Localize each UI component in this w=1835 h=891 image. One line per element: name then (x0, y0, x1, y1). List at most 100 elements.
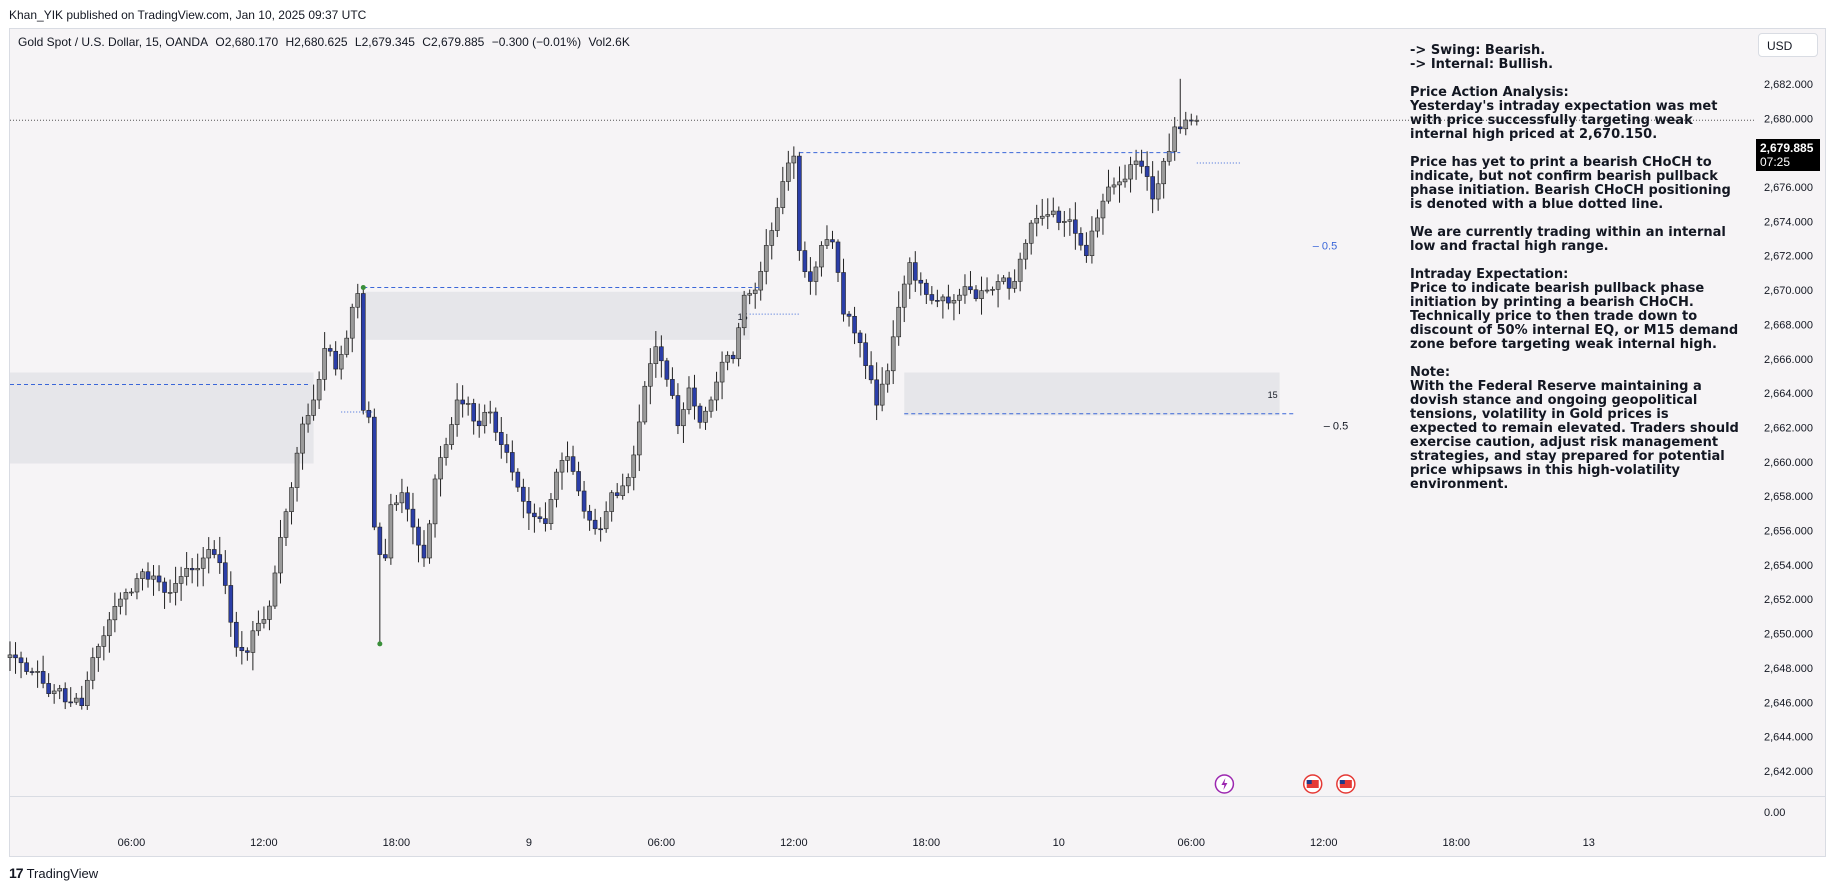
candle (863, 333, 868, 380)
candle (1095, 209, 1100, 238)
x-tick-label: 18:00 (383, 837, 411, 849)
candle (1117, 166, 1122, 203)
candle-body (554, 471, 559, 500)
candle (1006, 271, 1012, 300)
candle-body (774, 207, 780, 231)
candle (769, 222, 775, 260)
candle (498, 417, 504, 459)
candle-body (349, 306, 355, 339)
candle (57, 684, 62, 700)
candle (184, 552, 189, 586)
candle (167, 579, 173, 603)
candle (587, 504, 592, 531)
current-price-tag: 2,679.885 07:25 (1756, 139, 1820, 171)
candle-body (432, 478, 438, 525)
candle (504, 433, 510, 464)
candle-body (559, 460, 565, 473)
candle-body (7, 654, 13, 658)
candle (239, 631, 245, 665)
candle-body (1012, 281, 1017, 289)
candle (874, 362, 879, 421)
candle (1139, 149, 1144, 174)
candle-body (692, 387, 697, 407)
candle-body (410, 508, 416, 528)
candle (935, 289, 940, 308)
candle-body (250, 630, 256, 653)
candle (482, 404, 488, 434)
candle (112, 592, 118, 633)
candle-body (1062, 221, 1067, 223)
internal-bias: -> Internal: Bullish. (1410, 57, 1554, 72)
candle (145, 562, 151, 588)
y-tick-label: 2,648.000 (1764, 663, 1813, 675)
candle (725, 351, 730, 371)
symbol-label[interactable]: Gold Spot / U.S. Dollar, 15, OANDA (18, 35, 209, 49)
candle (51, 684, 57, 704)
candle (421, 530, 427, 567)
candle-body (51, 690, 57, 694)
candle (399, 478, 405, 514)
candle-body (653, 346, 659, 364)
candle-body (416, 526, 421, 546)
tradingview-logo-icon[interactable]: 17 (9, 865, 24, 881)
candle (846, 311, 852, 327)
candle-body (90, 657, 96, 681)
candle (532, 503, 537, 533)
candle-body (631, 454, 637, 478)
currency-button[interactable]: USD (1758, 33, 1818, 57)
candle-body (360, 293, 366, 411)
candle-body (752, 289, 758, 294)
publish-attribution: Khan_YIK published on TradingView.com, J… (9, 8, 367, 22)
candle-body (935, 300, 940, 302)
note-paragraph-1: With the Federal Reserve maintaining a d… (1410, 379, 1739, 492)
candle (18, 651, 24, 679)
candle (868, 351, 874, 384)
candle-body (769, 230, 775, 246)
y-tick-label: 2,674.000 (1764, 216, 1813, 228)
candle (879, 367, 885, 412)
y-tick-label: 2,644.000 (1764, 732, 1813, 744)
candle-body (968, 286, 973, 291)
candle-body (973, 289, 979, 299)
candle-body (189, 567, 195, 571)
candle-body (388, 504, 394, 559)
candle (1078, 227, 1084, 251)
candle-body (394, 502, 399, 506)
candle-body (587, 510, 592, 521)
candle (129, 588, 134, 596)
high-value: H2,680.625 (285, 35, 348, 49)
candle-body (703, 410, 708, 423)
candle-body (824, 239, 830, 246)
candle (454, 383, 460, 437)
candle (1155, 170, 1161, 211)
candle (885, 363, 890, 393)
candle (1084, 232, 1089, 263)
candle (841, 258, 846, 322)
footer-brand[interactable]: TradingView (26, 865, 99, 881)
candle (222, 550, 228, 595)
candle (1111, 177, 1117, 195)
candle (791, 146, 797, 179)
note-title: Note: (1410, 365, 1451, 380)
swing-high-marker (360, 284, 366, 290)
candle (1067, 208, 1073, 236)
y-tick-label: 2,660.000 (1764, 457, 1813, 469)
candle-body (294, 452, 300, 488)
candle (162, 577, 167, 609)
candle (648, 348, 653, 405)
candle-body (962, 286, 968, 296)
candle-body (614, 492, 620, 496)
candle (493, 407, 499, 441)
candle (719, 351, 725, 400)
candle-body (736, 327, 741, 360)
candle (774, 197, 780, 238)
candle (675, 383, 681, 435)
candle (487, 400, 493, 424)
candle (1188, 113, 1194, 126)
candle-body (1128, 164, 1133, 180)
candle-body (620, 485, 626, 496)
candle-body (896, 306, 902, 338)
candle-body (134, 578, 140, 593)
candle-body (846, 313, 852, 317)
